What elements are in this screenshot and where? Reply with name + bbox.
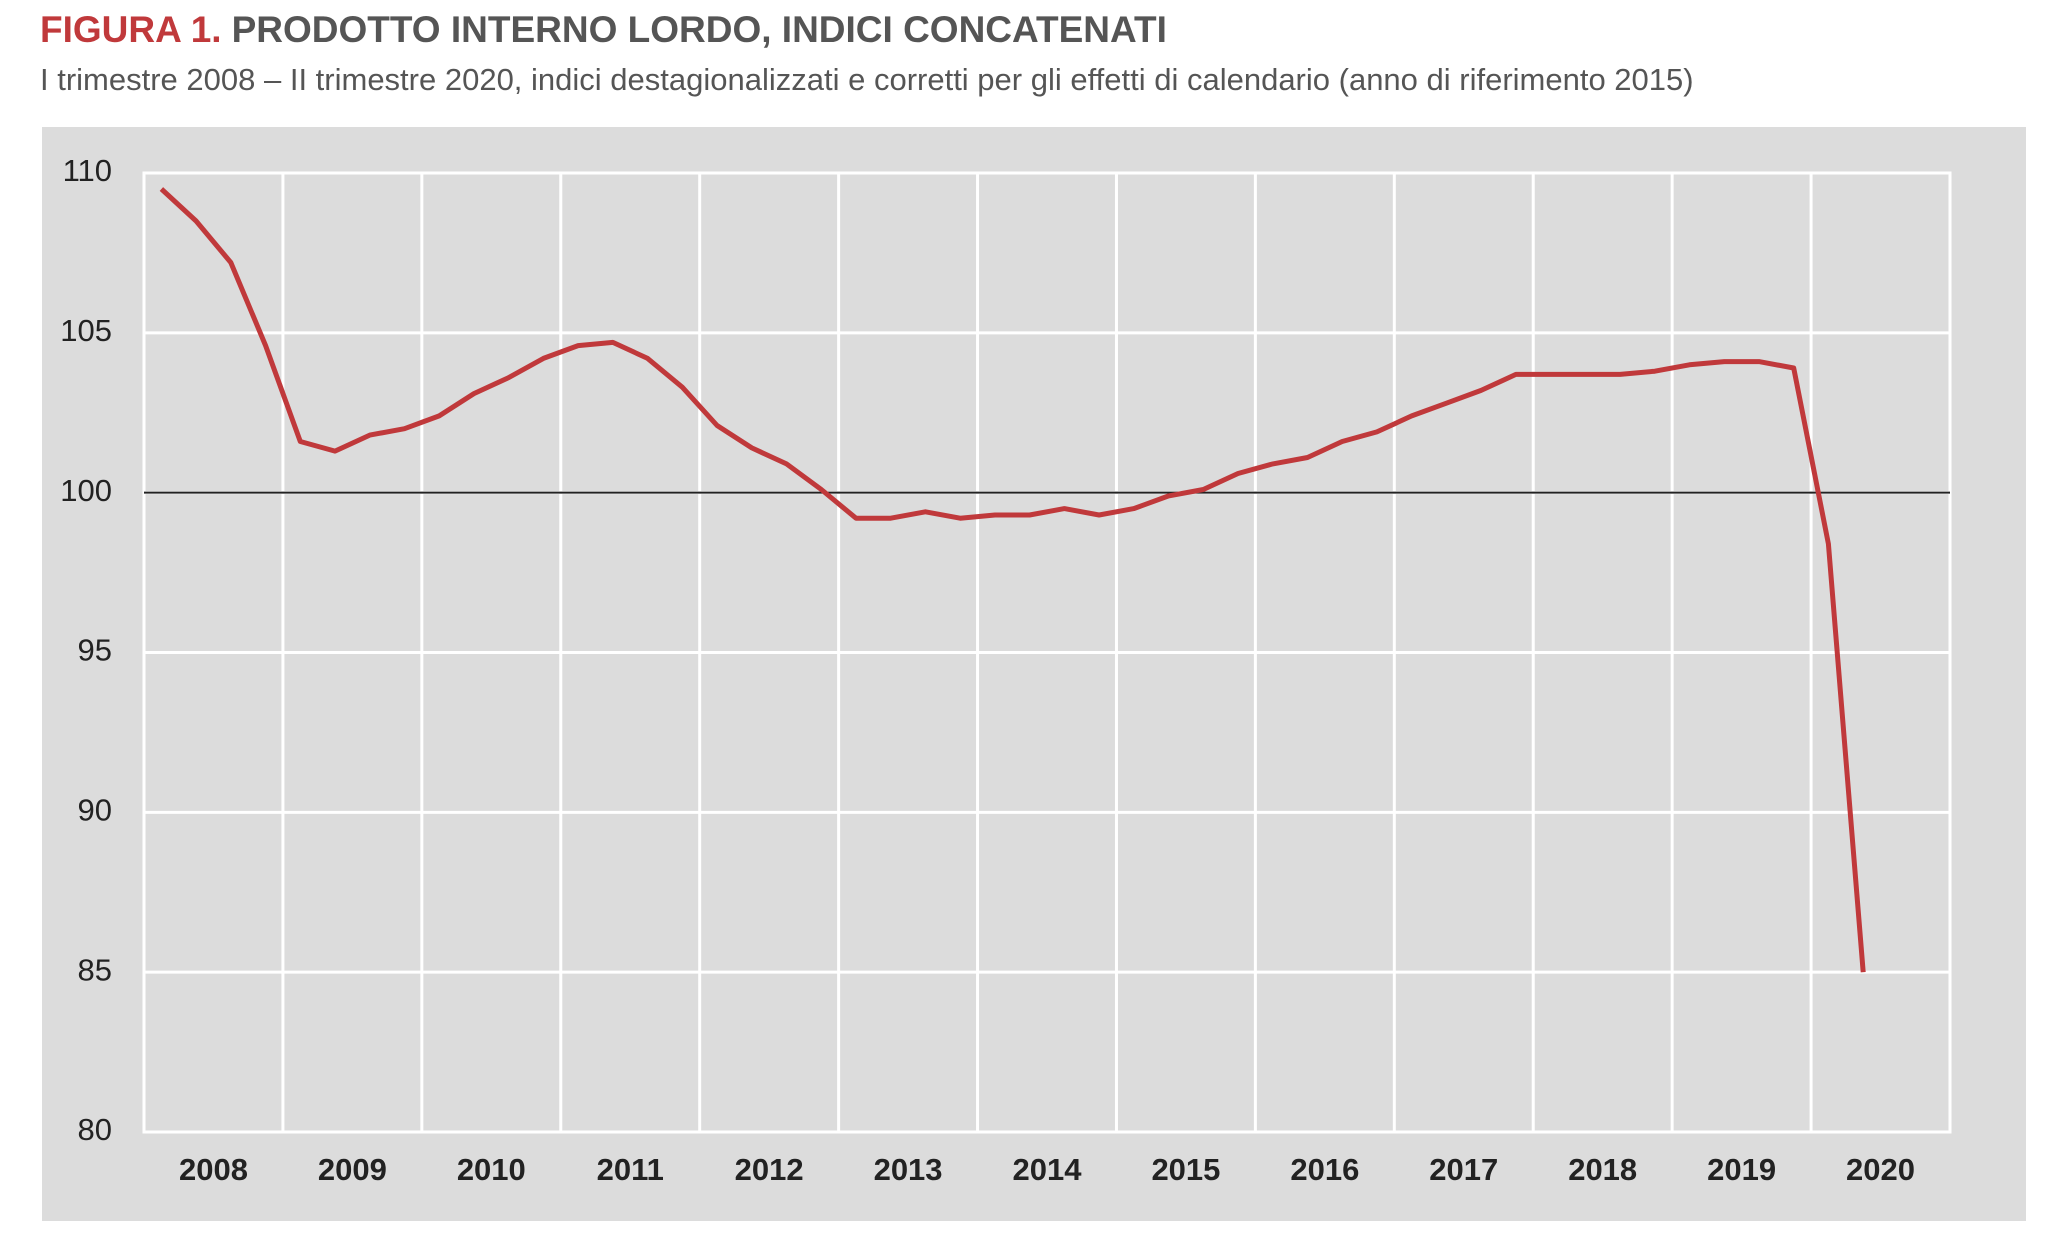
x-tick-label: 2014 xyxy=(1013,1152,1083,1187)
chart-title: FIGURA 1. PRODOTTO INTERNO LORDO, INDICI … xyxy=(40,9,1167,50)
x-tick-label: 2016 xyxy=(1290,1152,1359,1187)
chart-background xyxy=(42,127,2026,1221)
x-tick-label: 2009 xyxy=(318,1152,387,1187)
y-tick-label: 100 xyxy=(60,473,112,508)
title-label: FIGURA 1. xyxy=(40,9,222,50)
x-tick-label: 2010 xyxy=(457,1152,526,1187)
x-tick-label: 2011 xyxy=(597,1152,664,1187)
y-tick-label: 110 xyxy=(63,153,112,188)
x-tick-label: 2017 xyxy=(1429,1152,1498,1187)
y-tick-label: 95 xyxy=(78,633,112,668)
y-tick-label: 85 xyxy=(78,952,112,987)
chart-subtitle: I trimestre 2008 – II trimestre 2020, in… xyxy=(40,62,1694,97)
x-tick-label: 2013 xyxy=(874,1152,943,1187)
x-tick-label: 2012 xyxy=(735,1152,804,1187)
x-tick-label: 2018 xyxy=(1568,1152,1637,1187)
plot-border xyxy=(142,171,1952,1134)
x-tick-label: 2015 xyxy=(1151,1152,1220,1187)
x-tick-label: 2008 xyxy=(179,1152,248,1187)
y-tick-label: 80 xyxy=(78,1112,112,1147)
x-tick-label: 2020 xyxy=(1846,1152,1915,1187)
y-tick-label: 90 xyxy=(78,793,112,828)
title-text: PRODOTTO INTERNO LORDO, INDICI CONCATENA… xyxy=(232,9,1167,50)
x-tick-label: 2019 xyxy=(1707,1152,1776,1187)
y-tick-label: 105 xyxy=(60,313,112,348)
data-line xyxy=(159,187,1866,973)
